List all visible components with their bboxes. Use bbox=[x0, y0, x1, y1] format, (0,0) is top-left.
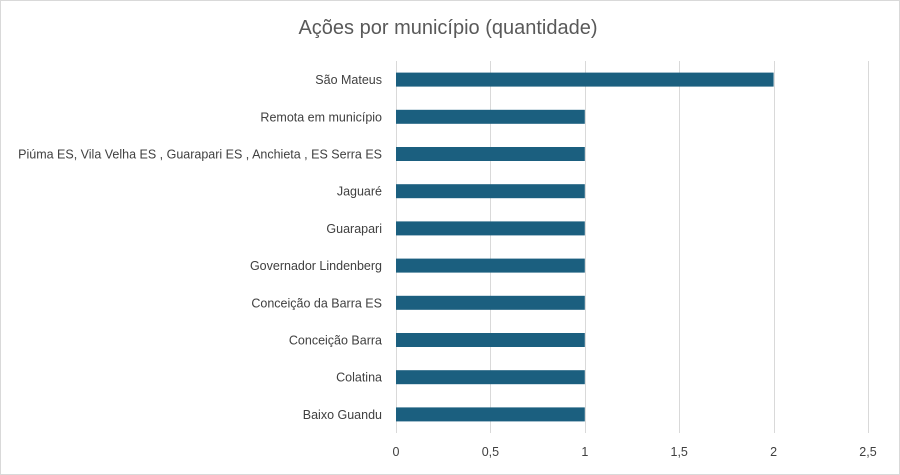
category-labels: São Mateus Remota em município Piúma ES, V… bbox=[18, 73, 382, 422]
chart-title: Ações por município (quantidade) bbox=[298, 17, 597, 39]
bar-9 bbox=[396, 407, 585, 422]
x-tick-label-3: 1,5 bbox=[671, 445, 688, 459]
bar-5 bbox=[396, 258, 585, 273]
bars bbox=[396, 72, 774, 422]
category-label-2: Piúma ES, Vila Velha ES , Guarapari ES ,… bbox=[18, 148, 382, 162]
category-label-8: Colatina bbox=[336, 371, 382, 385]
x-tick-label-5: 2,5 bbox=[859, 445, 876, 459]
bar-4 bbox=[396, 221, 585, 236]
bar-0 bbox=[396, 72, 774, 87]
category-label-4: Guarapari bbox=[326, 222, 382, 236]
category-label-6: Conceição da Barra ES bbox=[251, 296, 382, 310]
category-label-1: Remota em município bbox=[260, 110, 382, 124]
x-tick-label-4: 2 bbox=[770, 445, 777, 459]
category-label-0: São Mateus bbox=[315, 73, 382, 87]
bar-1 bbox=[396, 109, 585, 124]
category-label-7: Conceição Barra bbox=[289, 334, 382, 348]
bar-3 bbox=[396, 184, 585, 199]
category-label-5: Governador Lindenberg bbox=[250, 259, 382, 273]
bar-7 bbox=[396, 333, 585, 347]
x-tick-label-1: 0,5 bbox=[482, 445, 499, 459]
category-label-3: Jaguaré bbox=[337, 185, 382, 199]
bar-8 bbox=[396, 370, 585, 385]
bar-2 bbox=[396, 147, 585, 161]
category-label-9: Baixo Guandu bbox=[303, 408, 382, 422]
x-axis-tick-labels: 0 0,5 1 1,5 2 2,5 bbox=[393, 445, 877, 459]
bar-6 bbox=[396, 295, 585, 310]
x-tick-label-2: 1 bbox=[581, 445, 588, 459]
x-tick-label-0: 0 bbox=[393, 445, 400, 459]
